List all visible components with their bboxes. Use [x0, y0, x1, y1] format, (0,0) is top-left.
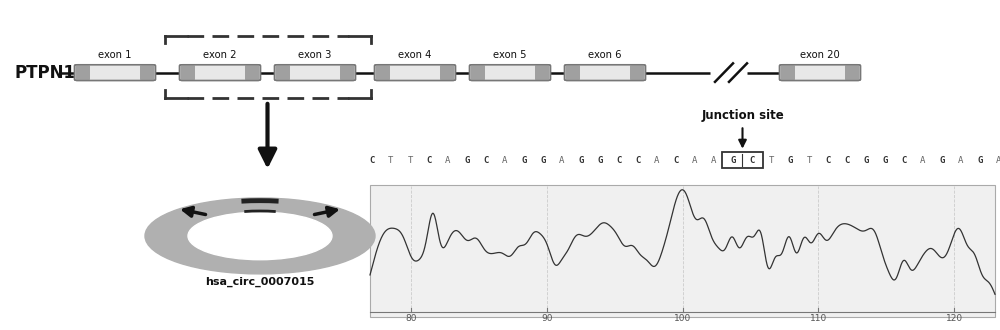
Text: A: A — [958, 155, 964, 165]
Text: 100: 100 — [674, 314, 691, 323]
Text: C: C — [749, 155, 755, 165]
Text: G: G — [540, 155, 546, 165]
FancyBboxPatch shape — [470, 65, 550, 81]
FancyBboxPatch shape — [440, 65, 454, 80]
FancyBboxPatch shape — [845, 65, 859, 80]
FancyBboxPatch shape — [535, 65, 550, 80]
Text: G: G — [578, 155, 584, 165]
Circle shape — [145, 198, 375, 274]
FancyBboxPatch shape — [75, 65, 156, 81]
Text: exon 5: exon 5 — [493, 50, 527, 60]
Text: G: G — [863, 155, 869, 165]
FancyBboxPatch shape — [180, 65, 195, 80]
Text: T: T — [407, 155, 413, 165]
Text: C: C — [673, 155, 679, 165]
Text: C: C — [483, 155, 489, 165]
Text: 110: 110 — [810, 314, 827, 323]
Text: C: C — [635, 155, 641, 165]
Text: exon 3: exon 3 — [298, 50, 332, 60]
FancyBboxPatch shape — [245, 65, 260, 80]
FancyBboxPatch shape — [780, 65, 860, 81]
FancyBboxPatch shape — [780, 65, 795, 80]
Text: C: C — [825, 155, 831, 165]
Text: G: G — [939, 155, 945, 165]
FancyBboxPatch shape — [76, 65, 90, 80]
Text: exon 20: exon 20 — [800, 50, 840, 60]
FancyBboxPatch shape — [276, 65, 290, 80]
FancyBboxPatch shape — [630, 65, 644, 80]
Text: PTPN14: PTPN14 — [15, 64, 88, 82]
Text: C: C — [369, 155, 375, 165]
Text: exon 6: exon 6 — [588, 50, 622, 60]
Text: T: T — [768, 155, 774, 165]
Text: C: C — [426, 155, 432, 165]
FancyBboxPatch shape — [566, 65, 580, 80]
Text: G: G — [464, 155, 470, 165]
Text: C: C — [616, 155, 622, 165]
Text: A: A — [502, 155, 508, 165]
FancyBboxPatch shape — [370, 185, 995, 317]
Text: C: C — [844, 155, 850, 165]
FancyBboxPatch shape — [180, 65, 260, 81]
Text: G: G — [730, 155, 736, 165]
Text: exon 2: exon 2 — [203, 50, 237, 60]
Text: G: G — [597, 155, 603, 165]
Text: T: T — [806, 155, 812, 165]
FancyBboxPatch shape — [340, 65, 354, 80]
FancyBboxPatch shape — [471, 65, 485, 80]
Text: C: C — [901, 155, 907, 165]
Text: 90: 90 — [541, 314, 552, 323]
Text: exon 1: exon 1 — [98, 50, 132, 60]
Text: G: G — [882, 155, 888, 165]
Text: A: A — [711, 155, 717, 165]
Text: A: A — [654, 155, 660, 165]
Text: hsa_circ_0007015: hsa_circ_0007015 — [205, 277, 315, 287]
FancyBboxPatch shape — [374, 65, 456, 81]
FancyBboxPatch shape — [564, 65, 646, 81]
Text: A: A — [445, 155, 451, 165]
Text: 80: 80 — [405, 314, 417, 323]
Text: A: A — [559, 155, 565, 165]
Text: A: A — [920, 155, 926, 165]
Text: T: T — [388, 155, 394, 165]
Text: Junction site: Junction site — [701, 109, 784, 122]
FancyBboxPatch shape — [376, 65, 390, 80]
Text: exon 4: exon 4 — [398, 50, 432, 60]
Text: A: A — [996, 155, 1000, 165]
FancyBboxPatch shape — [140, 65, 154, 80]
Text: G: G — [521, 155, 527, 165]
Circle shape — [188, 212, 332, 260]
FancyBboxPatch shape — [274, 65, 356, 81]
Text: G: G — [787, 155, 793, 165]
Text: A: A — [692, 155, 698, 165]
Text: G: G — [977, 155, 983, 165]
Text: 120: 120 — [946, 314, 963, 323]
